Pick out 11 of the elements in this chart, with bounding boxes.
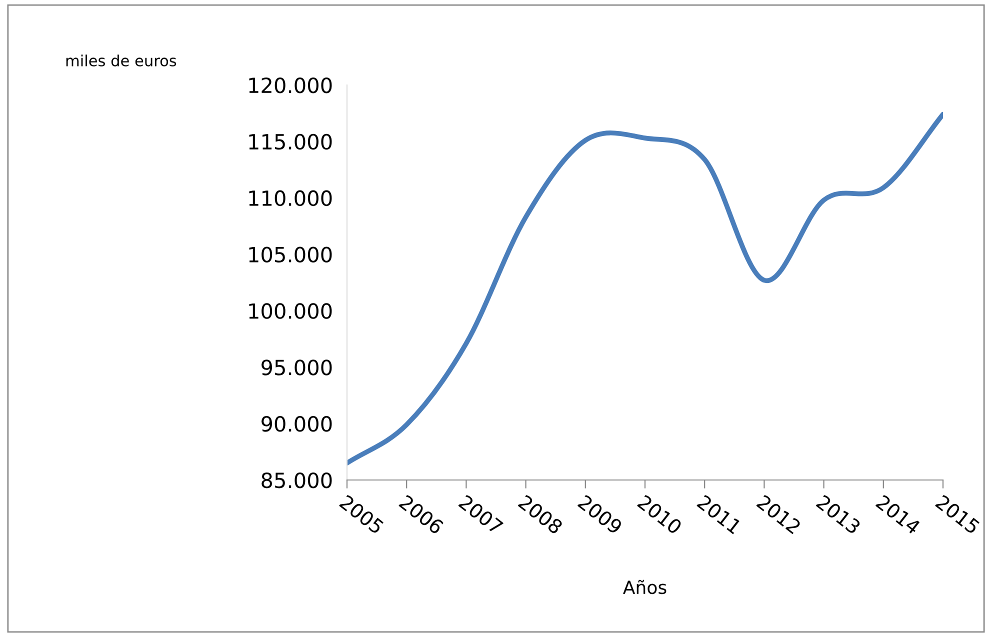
y-tick-label: 105.000: [249, 246, 332, 262]
y-tick-label: 100.000: [249, 303, 332, 319]
line-series: [347, 112, 943, 466]
y-tick-label: 110.000: [249, 190, 332, 206]
y-tick-label: 95.000: [262, 360, 332, 376]
x-axis-title: Años: [623, 580, 666, 594]
y-tick-label: 90.000: [262, 416, 332, 432]
y-tick-label: 115.000: [249, 134, 332, 150]
y-axis-title: miles de euros: [66, 54, 176, 66]
y-tick-label: 85.000: [262, 472, 332, 488]
y-tick-label: 120.000: [249, 77, 332, 94]
